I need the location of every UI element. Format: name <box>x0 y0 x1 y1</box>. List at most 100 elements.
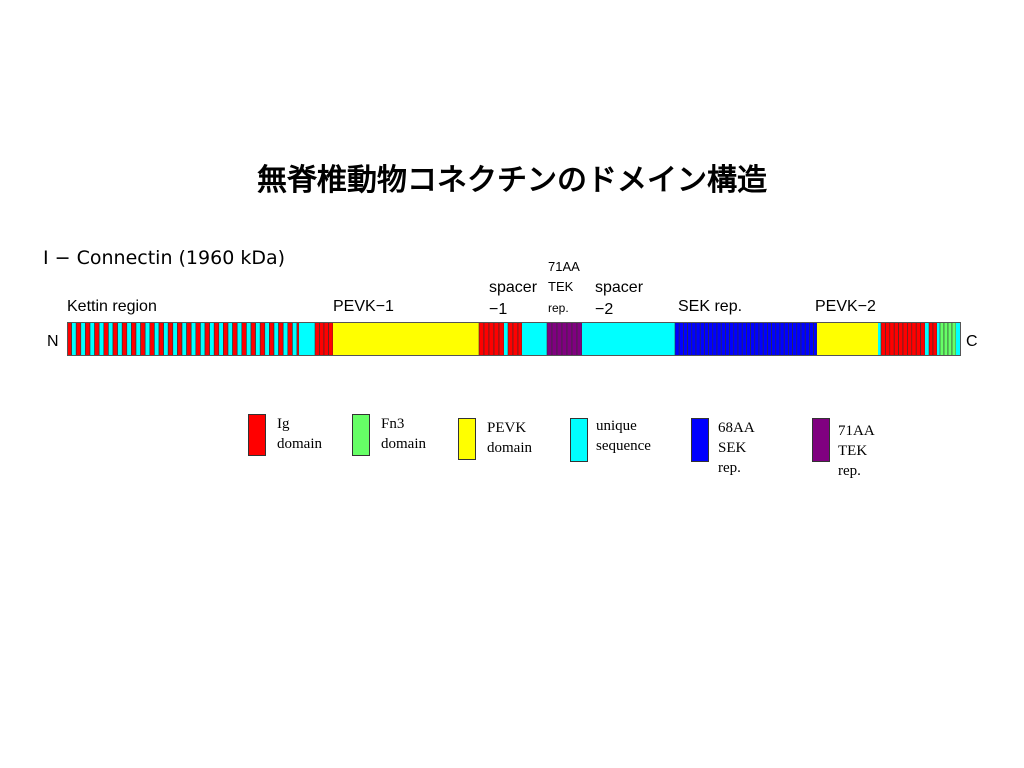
sek-repeat-80 <box>695 322 701 356</box>
sek-repeat-88 <box>729 322 735 356</box>
kettin-domain-48 <box>287 322 293 356</box>
tek-repeat-71 <box>566 322 573 356</box>
kettin-domain-10 <box>112 322 118 356</box>
sek-repeat-82 <box>704 322 709 356</box>
sek-repeat-92 <box>746 322 751 356</box>
ig-domain-117 <box>907 322 913 356</box>
spacer1-label-line1: spacer <box>489 279 538 296</box>
tek-repeat-68 <box>551 322 558 356</box>
kettin-domain-41 <box>255 322 261 356</box>
unique-linker-62 <box>504 322 508 356</box>
kettin-domain-1 <box>71 322 77 356</box>
kettin-domain-45 <box>273 322 279 356</box>
kettin-domain-32 <box>213 322 220 356</box>
legend-swatch-sek <box>691 418 709 462</box>
ig-domain-118 <box>911 322 917 356</box>
pevk1-segment-56 <box>333 322 479 356</box>
kettin-domain-34 <box>223 322 229 356</box>
ig-domain-53 <box>319 322 325 356</box>
sek-repeat-81 <box>699 322 705 356</box>
fn3-domain-126 <box>943 322 949 356</box>
n-terminus-label: N <box>47 333 59 350</box>
legend-swatch-unique <box>570 418 588 462</box>
sek-repeat-85 <box>716 322 722 356</box>
legend-swatch-tek <box>812 418 830 462</box>
kettin-domain-49 <box>292 322 298 356</box>
ig-domain-58 <box>483 322 490 356</box>
unique-linker-124 <box>937 322 940 356</box>
ig-domain-114 <box>893 322 899 356</box>
sek-repeat-95 <box>758 322 764 356</box>
tek-label-line3: rep. <box>548 301 569 315</box>
sek-repeat-91 <box>741 322 747 356</box>
legend-text-sek: 68AA SEK rep. <box>718 418 755 478</box>
sek-repeat-105 <box>800 322 806 356</box>
kettin-domain-14 <box>131 322 137 356</box>
kettin-domain-24 <box>177 322 183 356</box>
spacer2-label-line2: −2 <box>595 301 614 318</box>
sek-label: SEK rep. <box>678 298 743 315</box>
kettin-domain-22 <box>167 322 174 356</box>
tek-repeat-69 <box>556 322 563 356</box>
sek-repeat-108 <box>813 322 818 356</box>
ig-domain-116 <box>902 322 908 356</box>
kettin-domain-19 <box>154 322 160 356</box>
kettin-domain-20 <box>158 322 164 356</box>
sek-repeat-83 <box>708 322 714 356</box>
legend-sek-line1: 68AA <box>718 420 755 436</box>
ig-domain-54 <box>323 322 329 356</box>
ig-domain-123 <box>932 322 938 356</box>
kettin-domain-29 <box>200 322 206 356</box>
spacer1-segment-66 <box>522 322 547 356</box>
kettin-domain-3 <box>80 322 86 356</box>
legend-tek-line2: TEK rep. <box>838 443 868 479</box>
domain-bar <box>67 322 961 356</box>
sek-repeat-107 <box>809 322 814 356</box>
sek-repeat-99 <box>775 322 781 356</box>
kettin-domain-18 <box>149 322 155 356</box>
kettin-domain-50 <box>296 322 300 356</box>
legend-pevk-line1: PEVK <box>487 420 527 436</box>
domain-bar-outline <box>67 322 961 356</box>
sek-repeat-93 <box>750 322 756 356</box>
tek-repeat-72 <box>571 322 578 356</box>
kettin-domain-11 <box>117 322 123 356</box>
ig-domain-115 <box>898 322 904 356</box>
tek-label-line1: 71AA <box>548 259 580 274</box>
ig-domain-122 <box>928 322 934 356</box>
sek-repeat-101 <box>783 322 789 356</box>
sek-repeat-75 <box>674 322 680 356</box>
fn3-domain-127 <box>947 322 953 356</box>
c-terminus-label: C <box>966 333 978 350</box>
kettin-domain-43 <box>264 322 270 356</box>
kettin-domain-30 <box>204 322 210 356</box>
spacer1-label-line2: −1 <box>489 301 508 318</box>
kettin-domain-40 <box>250 322 256 356</box>
ig-domain-61 <box>498 322 505 356</box>
ig-domain-113 <box>889 322 895 356</box>
kettin-domain-5 <box>89 322 95 356</box>
legend-unique-line1: unique <box>596 418 637 434</box>
unique-linker-51 <box>299 322 315 356</box>
ig-domain-64 <box>512 322 519 356</box>
kettin-domain-13 <box>126 322 132 356</box>
page-title: 無脊椎動物コネクチンのドメイン構造 <box>257 163 767 198</box>
tek-label-line2: TEK <box>548 279 574 294</box>
kettin-domain-23 <box>172 322 178 356</box>
sek-repeat-94 <box>754 322 760 356</box>
legend-fn3-line2: domain <box>381 436 426 452</box>
unique-linker-121 <box>925 322 929 356</box>
kettin-domain-4 <box>85 322 91 356</box>
kettin-domain-31 <box>209 322 215 356</box>
protein-name: I − Connectin (1960 kDa) <box>43 247 286 269</box>
sek-repeat-87 <box>725 322 730 356</box>
ig-domain-60 <box>493 322 500 356</box>
sek-repeat-89 <box>733 322 739 356</box>
kettin-domain-7 <box>98 322 105 356</box>
kettin-domain-42 <box>259 322 266 356</box>
kettin-domain-16 <box>140 322 146 356</box>
kettin-domain-39 <box>246 322 252 356</box>
kettin-domain-17 <box>144 322 151 356</box>
ig-domain-65 <box>517 322 523 356</box>
legend-swatch-pevk <box>458 418 476 460</box>
